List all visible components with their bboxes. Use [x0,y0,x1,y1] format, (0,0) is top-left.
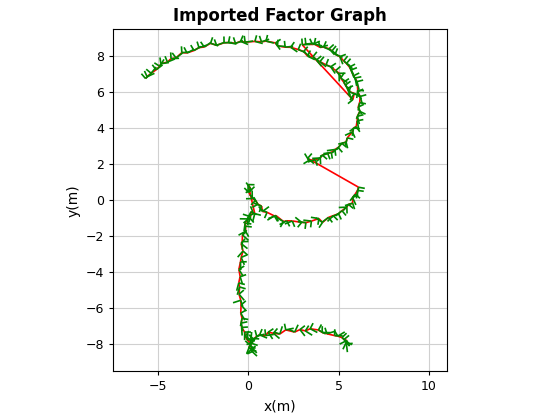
Title: Imported Factor Graph: Imported Factor Graph [173,7,387,25]
Y-axis label: y(m): y(m) [66,184,80,217]
X-axis label: x(m): x(m) [264,399,296,413]
